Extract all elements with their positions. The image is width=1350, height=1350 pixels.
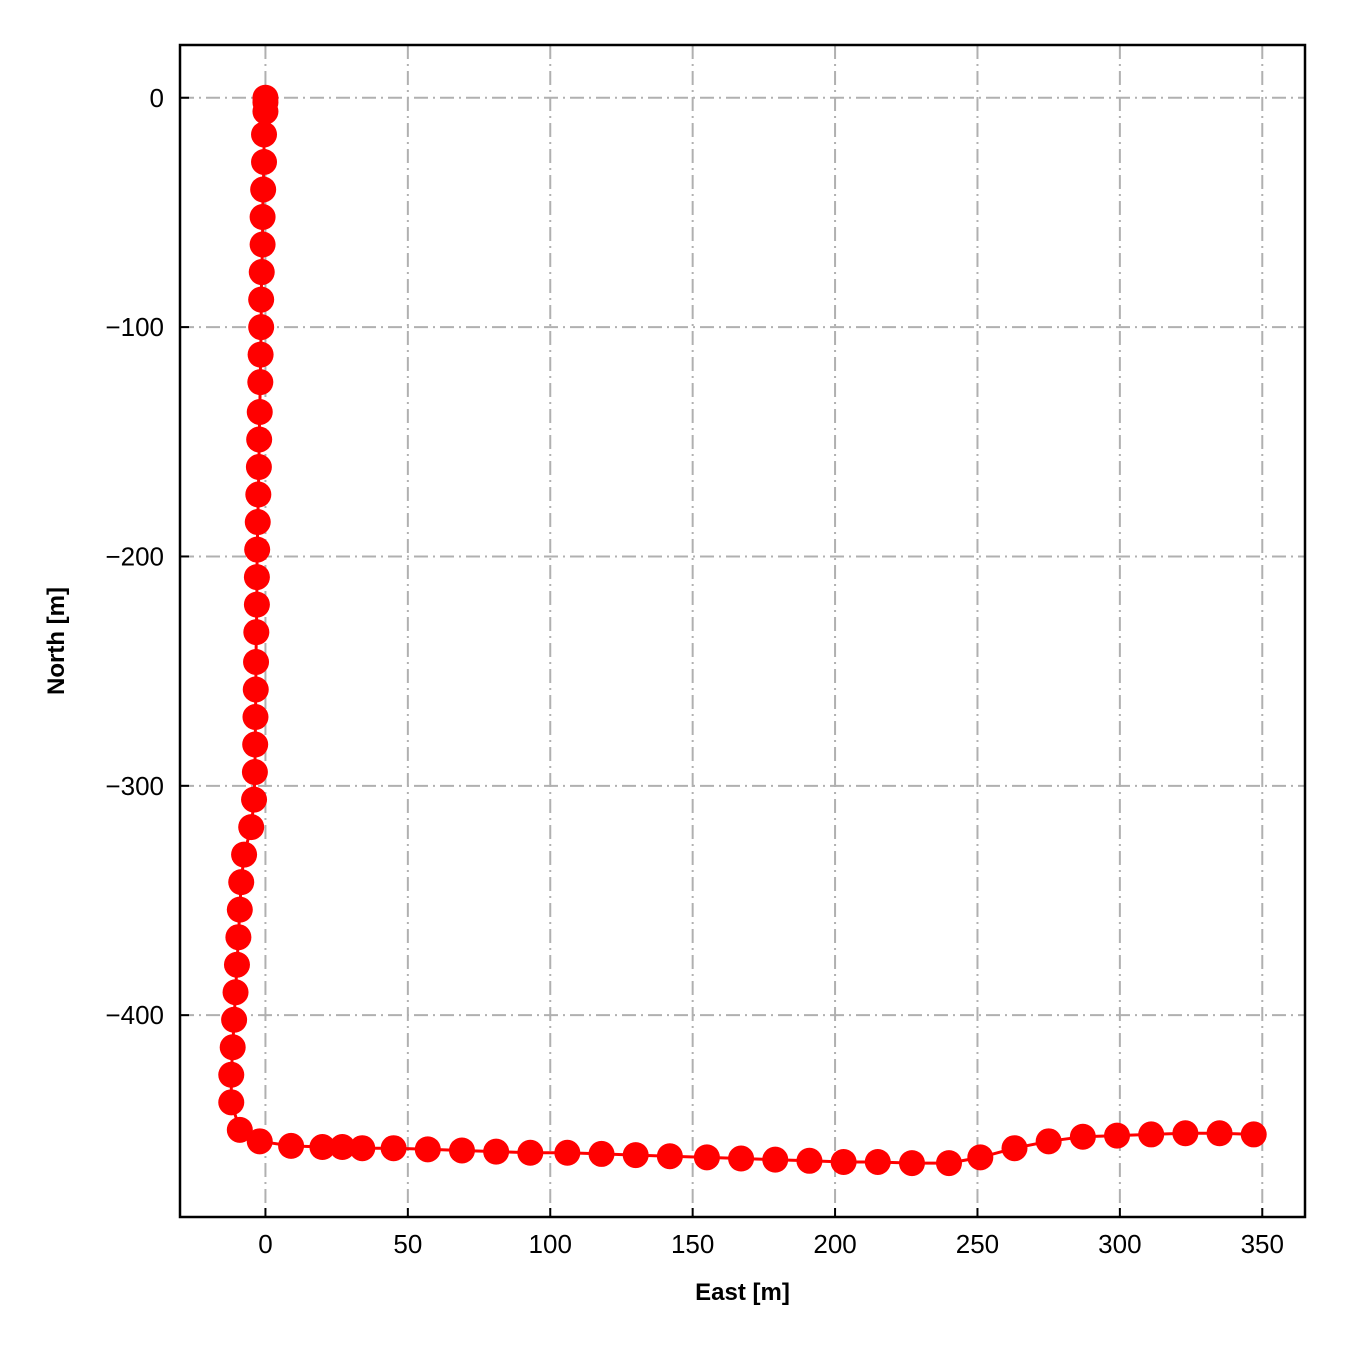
x-tick-label: 150 — [671, 1229, 714, 1259]
x-tick-label: 50 — [393, 1229, 422, 1259]
data-point — [380, 1135, 407, 1162]
data-point — [245, 454, 272, 481]
data-point — [1104, 1122, 1131, 1149]
data-point — [483, 1138, 510, 1165]
data-point — [251, 148, 278, 175]
data-point — [830, 1148, 857, 1175]
data-point — [898, 1150, 925, 1177]
data-point — [656, 1143, 683, 1170]
data-point — [693, 1144, 720, 1171]
data-point — [243, 619, 270, 646]
y-tick-label: −200 — [105, 541, 164, 571]
data-point — [244, 536, 271, 563]
data-point — [249, 204, 276, 231]
data-point — [414, 1136, 441, 1163]
data-point — [226, 896, 253, 923]
x-axis-label: East [m] — [695, 1279, 790, 1306]
data-point — [250, 176, 277, 203]
data-point — [329, 1134, 356, 1161]
data-point — [309, 1134, 336, 1161]
x-tick-label: 0 — [258, 1229, 272, 1259]
data-point — [246, 398, 273, 425]
y-axis-label: North [m] — [43, 587, 70, 695]
data-point — [242, 704, 269, 731]
data-point — [223, 951, 250, 978]
x-tick-label: 300 — [1098, 1229, 1141, 1259]
ticks: 0 50 100 150 200 250 300 350 0 −100 −200 −300 −400 — [105, 83, 1284, 1259]
data-point — [247, 341, 274, 368]
data-point — [231, 841, 258, 868]
y-tick-label: −400 — [105, 1000, 164, 1030]
data-point — [245, 481, 272, 508]
data-point — [241, 786, 268, 813]
data-point — [218, 1089, 245, 1116]
x-tick-label: 100 — [529, 1229, 572, 1259]
data-point — [243, 591, 270, 618]
data-point — [1138, 1121, 1165, 1148]
data-point — [252, 98, 279, 125]
data-point — [246, 426, 273, 453]
data-point — [225, 924, 252, 951]
series-layer — [218, 84, 1267, 1177]
data-point — [864, 1148, 891, 1175]
data-point — [243, 648, 270, 675]
data-point — [935, 1150, 962, 1177]
y-tick-label: −300 — [105, 771, 164, 801]
x-tick-label: 350 — [1241, 1229, 1284, 1259]
data-point — [517, 1139, 544, 1166]
data-point — [242, 676, 269, 703]
data-point — [622, 1142, 649, 1169]
x-tick-label: 200 — [813, 1229, 856, 1259]
data-point — [1069, 1123, 1096, 1150]
data-point — [1240, 1121, 1267, 1148]
data-point — [222, 979, 249, 1006]
data-point — [762, 1146, 789, 1173]
data-point — [278, 1132, 305, 1159]
data-point — [221, 1006, 248, 1033]
data-point — [243, 564, 270, 591]
data-point — [796, 1147, 823, 1174]
data-point — [226, 1116, 253, 1143]
data-point — [218, 1061, 245, 1088]
x-tick-label: 250 — [956, 1229, 999, 1259]
data-point — [248, 286, 275, 313]
y-tick-label: −100 — [105, 312, 164, 342]
data-point — [728, 1145, 755, 1172]
data-point — [1172, 1120, 1199, 1147]
data-point — [588, 1140, 615, 1167]
data-point — [247, 369, 274, 396]
data-point — [967, 1144, 994, 1171]
data-point — [1035, 1128, 1062, 1155]
data-point — [448, 1137, 475, 1164]
data-point — [248, 259, 275, 286]
data-point — [238, 814, 265, 841]
y-tick-label: 0 — [150, 83, 164, 113]
data-point — [554, 1139, 581, 1166]
plot-frame — [178, 43, 1307, 1219]
data-point — [246, 1128, 273, 1155]
data-point — [249, 231, 276, 258]
data-point — [228, 869, 255, 896]
data-point — [251, 121, 278, 148]
data-point — [244, 509, 271, 536]
data-point — [219, 1034, 246, 1061]
data-point — [241, 759, 268, 786]
data-point — [1001, 1135, 1028, 1162]
data-point — [242, 731, 269, 758]
data-point — [349, 1135, 376, 1162]
data-point — [248, 314, 275, 341]
data-point — [1206, 1120, 1233, 1147]
